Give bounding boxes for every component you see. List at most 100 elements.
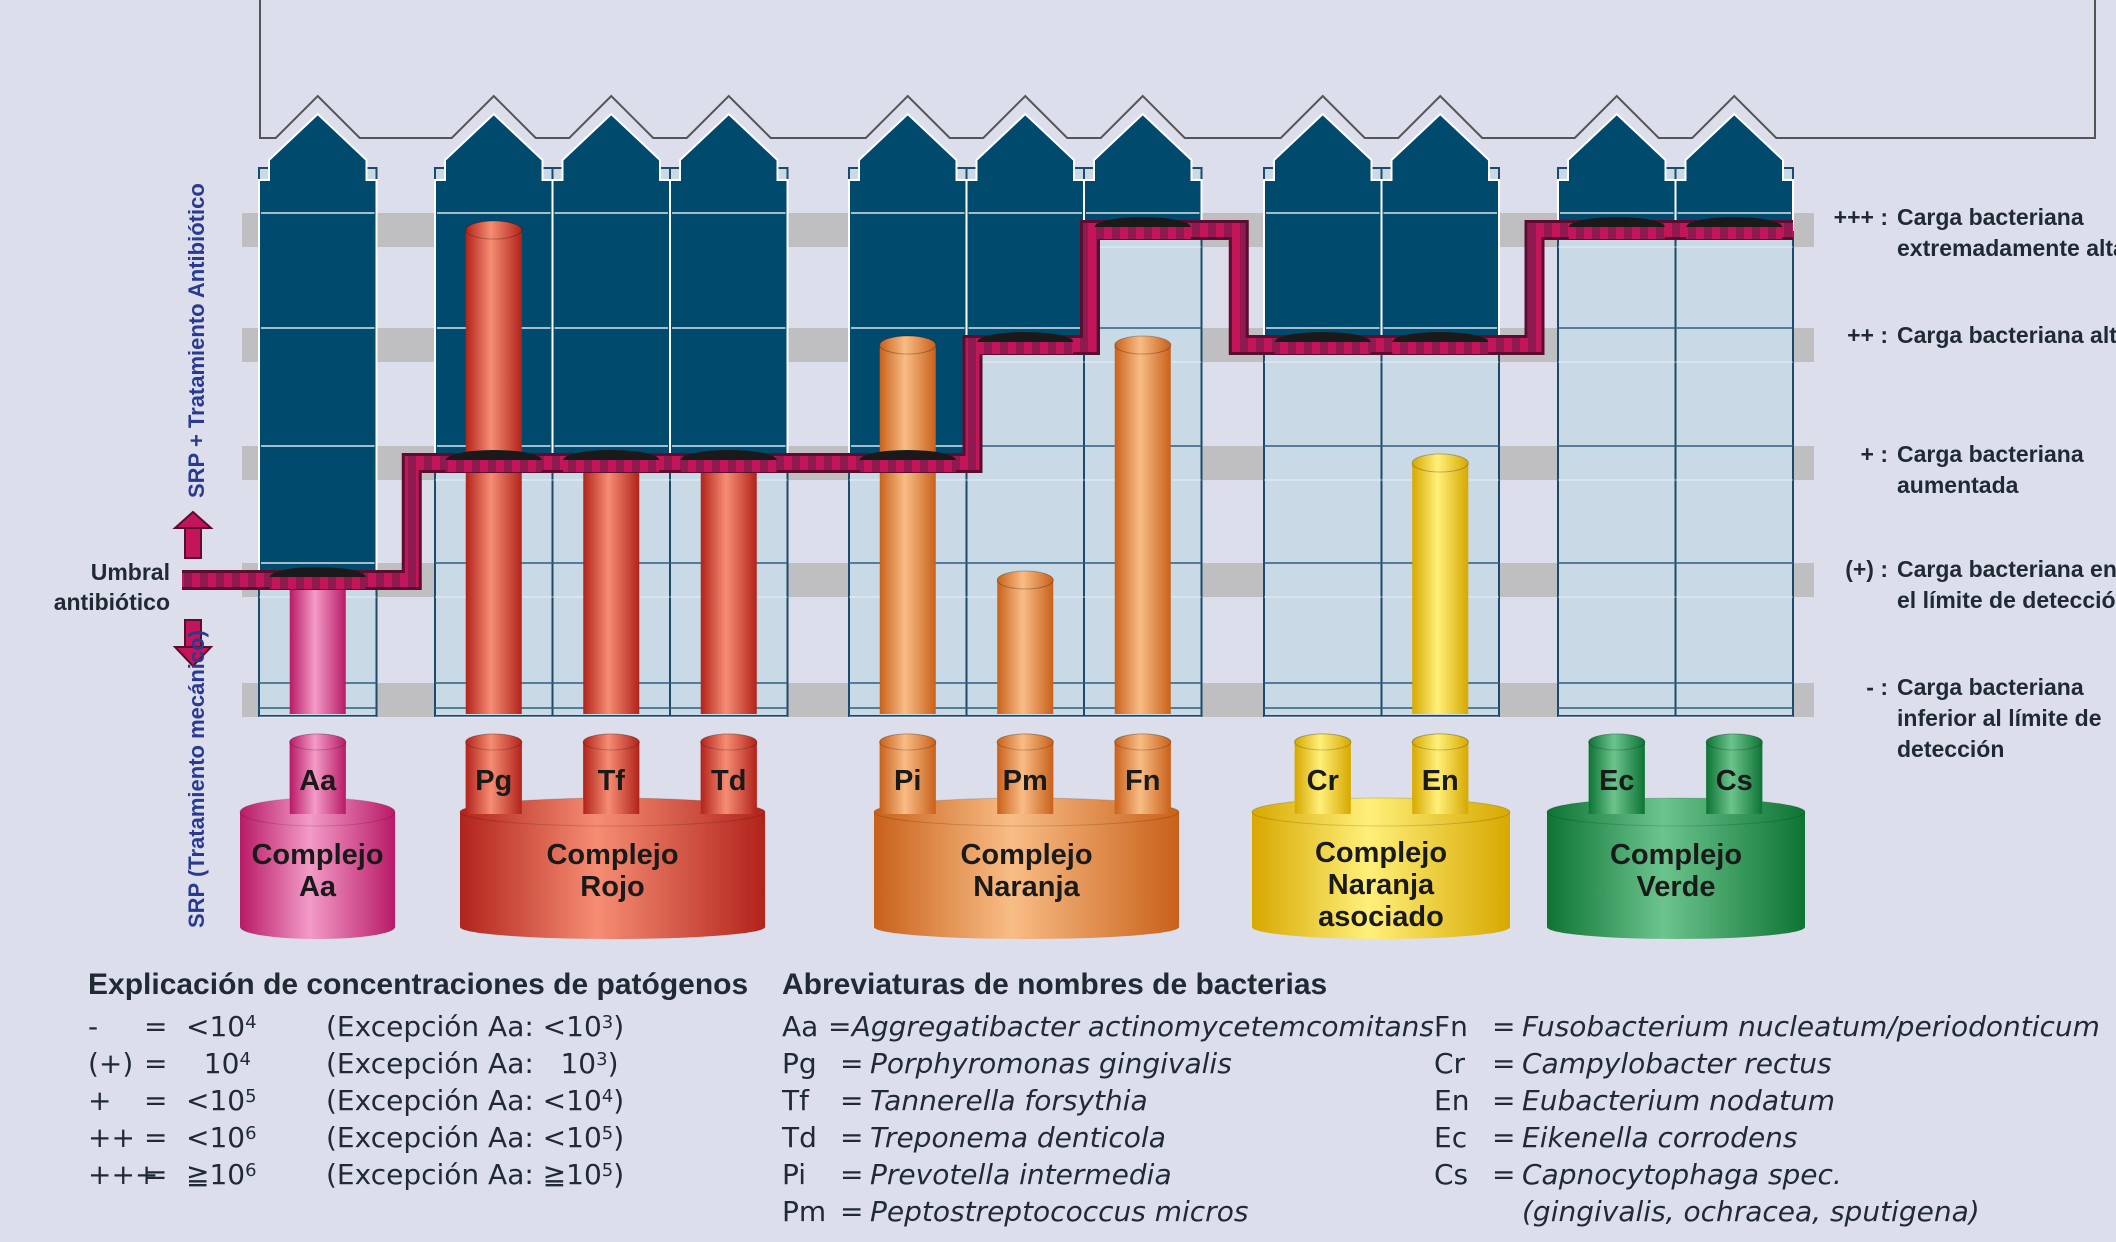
concentration-value: <104 [186,1010,257,1043]
level-description: Carga bacteriana en [1897,556,2116,582]
complex-base [460,812,765,927]
abbreviation-row: Fn = Fusobacterium nucleatum/periodonticum [1434,1008,2100,1045]
bacteria-full-name: Eikenella corrodens [1522,1121,1798,1154]
arrow-up-icon [172,510,214,559]
abbreviation-equals [1492,1193,1522,1230]
tooth-crown [1380,112,1500,346]
abbreviation-code [1434,1193,1492,1230]
abbreviation-row: (gingivalis, ochracea, sputigena) [1434,1193,2100,1230]
complex-base-top [1546,797,1806,827]
concentration-symbol: + [88,1084,112,1117]
threshold-line [182,217,1793,590]
threshold-disc-rim [563,460,660,472]
abbreviation-row: Pg = Porphyromonas gingivalis [782,1045,1434,1082]
abbreviation-code: Pm [782,1195,827,1228]
bacteria-abbr-aa: Aa [299,765,337,797]
load-bar-en [1412,463,1469,714]
arrow-down-icon [172,619,214,668]
bacteria-full-name: Eubacterium nodatum [1522,1084,1835,1117]
concentration-equals: = [144,1084,168,1117]
threshold-disc-rim [859,460,956,472]
abbreviation-code: Tf [782,1084,809,1117]
abbreviation-legend: Abreviaturas de nombres de bacterias Aa =… [782,968,2100,1230]
bacteria-full-name: Treponema denticola [870,1121,1166,1154]
abbreviation-row: Ec = Eikenella corrodens [1434,1119,2100,1156]
bacteria-abbr-td: Td [711,765,746,797]
bacteria-tube-front [879,742,936,814]
concentration-exception: (Excepción Aa: <105) [326,1121,625,1154]
abbreviation-code: Td [782,1121,817,1154]
bacteria-tube-front [1294,742,1351,814]
load-bar-fn [1114,345,1171,714]
abbreviation-row: Td = Treponema denticola [782,1119,1434,1156]
complex-name: Naranja [973,871,1080,903]
concentration-equals: = [144,1121,168,1154]
level-description: Carga bacteriana [1897,204,2084,230]
level-description: Carga bacteriana [1897,441,2084,467]
level-description: aumentada [1897,472,2019,498]
threshold-disc-rim [269,577,366,589]
concentration-exception: (Excepción Aa: 103) [326,1047,619,1080]
bacteria-tube-front [997,742,1054,814]
abbreviation-row: Cs = Capnocytophaga spec. [1434,1156,2100,1193]
bacteria-abbr-ec: Ec [1599,765,1634,797]
concentration-exception: (Excepción Aa: ≧105) [326,1158,625,1191]
bacteria-tube-cap [1705,733,1763,751]
threshold-disc-rim [1568,227,1665,239]
level-description: Carga bacteriana alta [1897,322,2116,348]
axis-label-up: SRP + Tratamiento Antibiótico [184,183,209,498]
load-bar-pi [879,345,936,714]
bacteria-abbr-tf: Tf [598,765,626,797]
bacteria-full-name: Porphyromonas gingivalis [870,1047,1232,1080]
concentration-equals: = [144,1010,168,1043]
complex-base [1252,812,1510,927]
bacteria-tube-cap [879,733,937,751]
complex-name: Verde [1637,871,1716,903]
complex-base-bottom [240,915,395,939]
concentration-row: ++ = <106 (Excepción Aa: <105) [88,1119,748,1156]
bacteria-tube-front [289,742,346,814]
tooth-root [1674,167,1794,717]
tooth-crown [258,112,378,581]
bacteria-tube-front [1114,742,1171,814]
complex-name: Naranja [1328,869,1435,901]
level-symbol: ++ : [1847,322,1888,348]
bacteria-tube-front [583,742,640,814]
level-description: el límite de detección [1897,587,2116,613]
abbreviation-equals: = [840,1195,864,1228]
abbreviation-equals: = [827,1010,852,1043]
threshold-disc-rim [680,460,777,472]
tooth-crown [1083,112,1203,231]
bacteria-tube-front [1412,742,1469,814]
threshold-label: Umbral [91,559,170,585]
bacteria-tube-cap [1411,733,1469,751]
tooth-crown [1674,112,1794,231]
threshold-disc-rim [445,460,542,472]
concentration-symbol: (+) [88,1047,134,1080]
complex-name: Complejo [546,839,678,871]
level-symbol: - : [1866,674,1888,700]
tooth-crown [965,112,1085,346]
threshold-disc-rim [1274,342,1371,354]
complex-name: Aa [299,871,337,903]
abbreviation-row: Cr = Campylobacter rectus [1434,1045,2100,1082]
teeth [258,0,2096,718]
concentration-row: +++ = ≧106 (Excepción Aa: ≧105) [88,1156,748,1193]
bacteria-tube-cap [582,733,640,751]
concentration-equals: = [144,1158,168,1191]
complex-base [1547,812,1805,927]
bacteria-full-name: Fusobacterium nucleatum/periodonticum [1522,1010,2100,1043]
axis-label-down: SRP (Tratamiento mecánico) [184,630,209,928]
concentration-row: - = <104 (Excepción Aa: <103) [88,1008,748,1045]
load-bar-cap [465,220,523,240]
bacteria-tube-cap [1114,733,1172,751]
bacteria-tube-cap [700,733,758,751]
complex-base-top [1251,797,1511,827]
abbreviation-row: En = Eubacterium nodatum [1434,1082,2100,1119]
tooth-crown [1263,112,1383,346]
complex-name: asociado [1318,901,1444,933]
abbreviation-code: Cs [1434,1158,1469,1191]
tooth-crown [551,112,671,464]
